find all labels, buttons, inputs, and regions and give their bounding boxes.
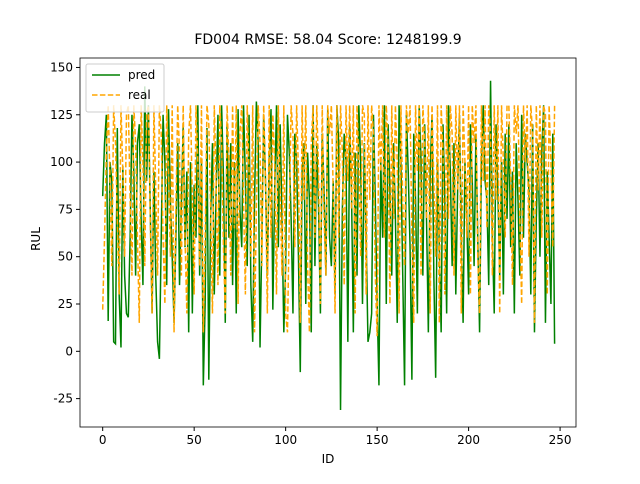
legend-box xyxy=(85,63,165,113)
y-tick-label: -25 xyxy=(53,392,73,406)
legend-label: pred xyxy=(128,68,155,82)
legend-label: real xyxy=(128,88,151,102)
y-tick-label: 0 xyxy=(65,344,73,358)
y-tick-label: 25 xyxy=(58,297,73,311)
y-tick-label: 100 xyxy=(50,155,73,169)
plot-frame xyxy=(79,57,577,428)
y-tick-label: 150 xyxy=(50,60,73,74)
x-tick-label: 100 xyxy=(274,433,297,447)
x-tick-label: 50 xyxy=(187,433,202,447)
y-tick-label: 75 xyxy=(58,202,73,216)
series-line xyxy=(101,80,556,410)
x-tick-label: 150 xyxy=(366,433,389,447)
chart-title: FD004 RMSE: 58.04 Score: 1248199.9 xyxy=(194,32,461,48)
x-tick-label: 0 xyxy=(99,433,107,447)
y-tick-label: 125 xyxy=(50,108,73,122)
x-tick-label: 200 xyxy=(457,433,480,447)
y-tick-label: 50 xyxy=(58,250,73,264)
x-axis-label: ID xyxy=(322,452,335,466)
x-tick-label: 250 xyxy=(549,433,572,447)
series-line xyxy=(101,104,556,337)
y-axis-label: RUL xyxy=(29,227,43,251)
